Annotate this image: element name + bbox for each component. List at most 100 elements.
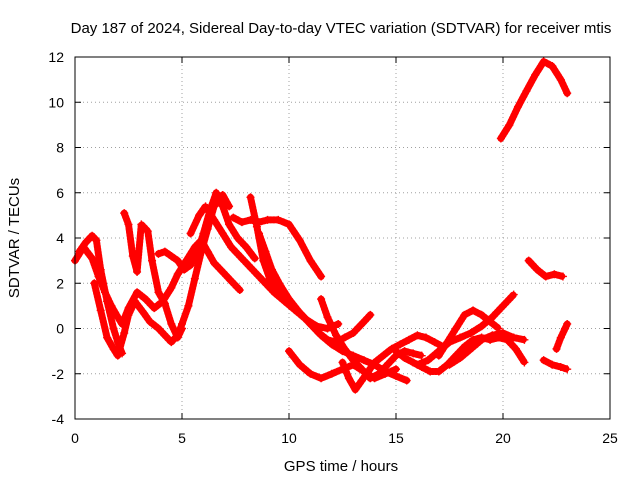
data-point [88,231,97,240]
data-point [511,344,520,353]
y-tick-label: 4 [56,230,64,246]
data-point [227,243,236,252]
data-point [263,215,272,224]
data-point [522,86,531,95]
series-pass-15-line [437,309,500,357]
series-pass-4-line [123,212,184,339]
data-point [379,351,388,360]
data-point [443,338,452,347]
data-point [124,220,133,229]
data-point [199,229,208,238]
data-point [434,367,443,376]
data-point [357,365,366,374]
data-point [190,274,199,283]
data-point [477,322,486,331]
data-point [477,335,486,344]
data-point [451,324,460,333]
data-point [261,247,270,256]
data-point [351,385,360,394]
data-point [520,358,529,367]
data-point [225,220,234,229]
data-point [357,376,366,385]
data-point [160,299,169,308]
data-point [409,349,418,358]
data-point [424,356,433,365]
data-point [113,351,122,360]
data-point [413,331,422,340]
data-point [201,202,210,211]
data-point [533,265,542,274]
data-point [195,211,204,220]
data-point [250,254,259,263]
data-point [327,340,336,349]
data-point [285,347,293,356]
data-point [237,218,246,227]
data-point [255,229,264,238]
data-point [323,313,332,322]
data-point [505,120,514,129]
data-point [563,365,572,374]
data-point [460,310,469,319]
data-point [180,265,189,274]
data-point [120,209,129,218]
data-point [332,331,341,340]
data-point [340,344,349,353]
x-tick-label: 15 [388,430,404,446]
data-point [563,319,572,328]
data-point [186,261,195,270]
data-point [285,220,293,229]
data-point [344,374,353,383]
data-point [182,256,191,265]
data-point [563,89,572,98]
data-point [556,362,565,371]
data-point [242,243,251,252]
data-point [139,308,148,317]
data-point [212,188,221,197]
data-point [137,220,146,229]
data-point [252,222,261,231]
data-point [366,310,375,319]
data-point [477,310,486,319]
data-point [392,347,400,356]
data-point [509,333,518,342]
data-point [327,369,336,378]
data-point [317,295,326,304]
data-point [210,258,219,267]
data-point [295,360,304,369]
data-point [558,272,567,281]
data-point [259,276,268,285]
data-point [306,256,315,265]
data-point [402,376,411,385]
data-point [317,374,326,383]
data-point [524,256,533,265]
x-tick-label: 25 [602,430,618,446]
data-point [456,353,465,362]
data-point [306,369,315,378]
data-point [456,333,465,342]
data-point [276,281,285,290]
y-tick-label: 10 [48,94,64,110]
y-tick-label: 8 [56,140,64,156]
data-point [359,356,368,365]
data-point [295,236,304,245]
chart-title: Day 187 of 2024, Sidereal Day-to-day VTE… [71,20,612,37]
data-point [556,75,565,84]
y-tick-label: -2 [52,366,65,382]
data-point [128,252,137,261]
x-tick-label: 10 [281,430,297,446]
data-point [548,360,557,369]
y-tick-label: 12 [48,49,64,65]
data-point [143,227,152,236]
data-point [233,234,242,242]
data-point [334,319,343,328]
data-point [317,331,326,340]
data-point [396,340,405,349]
data-point [317,272,326,281]
series-pass-14-line [416,293,515,366]
data-point [88,254,97,263]
x-tick-label: 20 [495,430,511,446]
data-point [349,356,358,365]
data-point [103,333,112,342]
data-point [460,342,469,351]
